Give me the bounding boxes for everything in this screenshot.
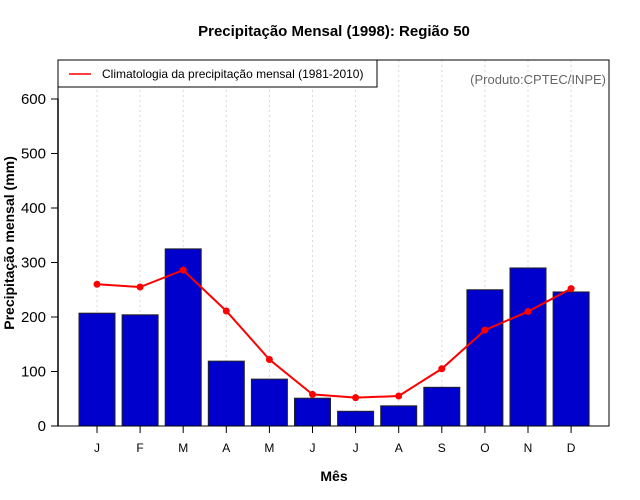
y-tick-label: 400 bbox=[21, 200, 46, 217]
x-tick-label: O bbox=[480, 441, 489, 455]
bar-1 bbox=[121, 314, 159, 427]
y-tick-label: 300 bbox=[21, 255, 46, 272]
x-tick-label: M bbox=[178, 441, 188, 455]
legend: Climatologia da precipitação mensal (198… bbox=[57, 59, 378, 88]
climatology-point-11 bbox=[567, 285, 575, 293]
x-tick-label: S bbox=[438, 441, 446, 455]
y-tick-label: 200 bbox=[21, 309, 46, 326]
credit-annotation: (Produto:CPTEC/INPE) bbox=[470, 72, 606, 87]
bar-3 bbox=[207, 360, 245, 427]
x-axis-title: Mês bbox=[320, 468, 347, 484]
bars-group bbox=[78, 248, 590, 427]
x-tick-label: A bbox=[395, 441, 403, 455]
bar-9 bbox=[466, 289, 504, 427]
climatology-point-5 bbox=[309, 390, 316, 398]
bar-5 bbox=[294, 397, 331, 427]
climatology-point-1 bbox=[136, 283, 144, 291]
x-tick-label: N bbox=[524, 441, 533, 455]
legend-label: Climatologia da precipitação mensal (198… bbox=[102, 67, 363, 81]
climatology-point-6 bbox=[352, 394, 360, 402]
climatology-point-10 bbox=[524, 308, 532, 316]
y-tick-label: 100 bbox=[21, 364, 46, 381]
y-tick-label: 600 bbox=[21, 91, 46, 108]
x-tick-label: J bbox=[310, 441, 316, 455]
bar-0 bbox=[78, 312, 116, 427]
y-axis-title: Precipitação mensal (mm) bbox=[1, 156, 17, 330]
climatology-point-2 bbox=[179, 266, 187, 274]
y-tick-label: 0 bbox=[38, 418, 46, 435]
x-tick-label: J bbox=[94, 441, 100, 455]
bar-7 bbox=[380, 405, 418, 427]
climatology-point-0 bbox=[93, 280, 101, 288]
bar-11 bbox=[552, 291, 590, 427]
climatology-point-7 bbox=[395, 392, 403, 400]
climatology-point-9 bbox=[481, 326, 489, 334]
y-axis: 0 100 200 300 400 500 600 bbox=[21, 91, 58, 435]
bar-6 bbox=[337, 410, 375, 427]
x-tick-label: F bbox=[136, 441, 143, 455]
bar-2 bbox=[164, 248, 202, 427]
climatology-line bbox=[96, 268, 572, 399]
x-tick-label: A bbox=[222, 441, 230, 455]
chart-title: Precipitação Mensal (1998): Região 50 bbox=[198, 23, 470, 40]
climatology-line-group bbox=[93, 266, 575, 402]
climatology-point-4 bbox=[265, 356, 273, 364]
x-tick-label: M bbox=[264, 441, 274, 455]
climatology-point-8 bbox=[438, 365, 446, 373]
legend-box bbox=[57, 59, 378, 88]
x-tick-label: D bbox=[567, 441, 576, 455]
bar-8 bbox=[423, 386, 461, 427]
bar-10 bbox=[509, 267, 547, 427]
x-tick-label: J bbox=[353, 441, 359, 455]
y-tick-label: 500 bbox=[21, 146, 46, 163]
bar-4 bbox=[250, 378, 288, 427]
climatology-point-3 bbox=[222, 307, 230, 315]
